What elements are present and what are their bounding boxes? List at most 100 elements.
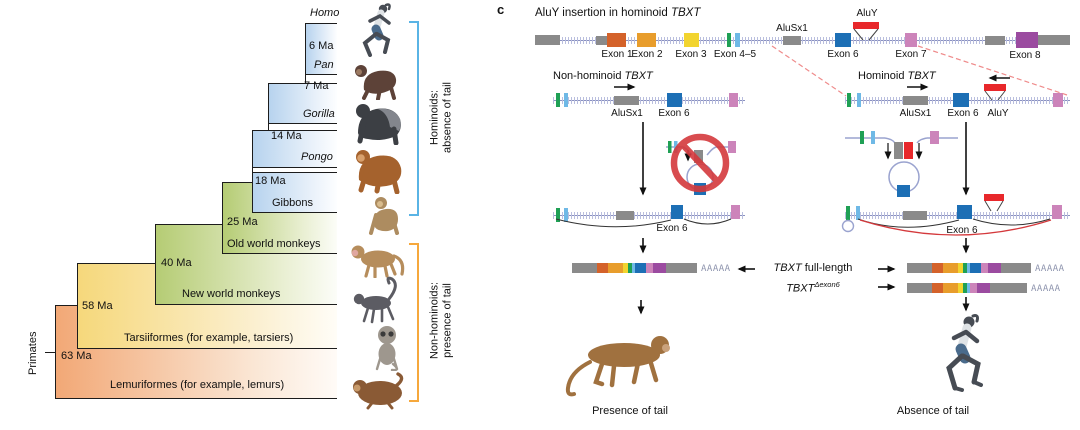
non-hominoids-label-line2: presence of tail: [441, 283, 453, 358]
exon4-5-label: Exon 4–5: [713, 49, 757, 60]
exon7-label: Exon 7: [895, 49, 927, 60]
monkey-with-tail-icon: [565, 336, 670, 397]
exon3-label: Exon 3: [675, 49, 707, 60]
exon4-box: [727, 33, 731, 47]
exon7-tick: [731, 205, 740, 219]
alusx1-box: [616, 211, 634, 220]
alusx1-label-hominoid: AluSx1: [899, 108, 932, 119]
clade-box-pongo: [252, 130, 337, 168]
hominoids-label-line2: absence of tail: [441, 82, 453, 153]
tbxt-full-length-label: TBXT full-length: [758, 262, 868, 274]
clade-box-homo-pan: [305, 23, 337, 75]
taxon-label-gorilla: Gorilla: [303, 108, 335, 120]
exon6-box-nonhominoid: [667, 93, 682, 107]
gorilla-icon: [356, 104, 401, 145]
tbxt-gene-name: TBXT: [773, 262, 802, 274]
exon4-tick: [556, 208, 560, 222]
exon5-box: [735, 33, 740, 47]
panel-c-title: AluY insertion in hominoid TBXT: [535, 7, 700, 19]
tree-stem: [252, 166, 254, 172]
exon3-box: [684, 33, 699, 47]
exon5-tick: [564, 208, 568, 222]
tree-stem: [268, 122, 270, 130]
mrna-label-arrows: [737, 265, 896, 291]
exon7-tick: [1053, 93, 1063, 107]
panel-c-connectors: [555, 22, 1068, 315]
taxon-label-pongo: Pongo: [301, 151, 333, 163]
hominoids-bracket: [409, 21, 419, 216]
hominoids-label-line1: Hominoids:: [428, 89, 441, 146]
time-label: 25 Ma: [227, 216, 258, 228]
exon6-box-main: [835, 33, 851, 47]
aluy-label-hominoid: AluY: [987, 108, 1009, 119]
alusx1-label-nonhominoid: AluSx1: [611, 108, 643, 119]
human-runner-icon-2: [946, 314, 983, 392]
premrna-track-nonhominoid: [553, 212, 745, 219]
exon4-tick: [556, 93, 560, 107]
mrna-bar-delta-exon6: [907, 283, 1027, 293]
exon5-tick: [564, 93, 568, 107]
mrna-bar-full-length-right: [907, 263, 1031, 273]
flow-arrows: [637, 122, 970, 315]
time-label: 18 Ma: [255, 175, 286, 187]
utr-bar-right: [1038, 35, 1070, 45]
taxon-label-homo: Homo: [310, 7, 340, 19]
no-loop-diagram: [666, 133, 736, 195]
hominoid-title-text: Hominoid: [858, 70, 908, 82]
non-hominoids-bracket-label: Non-hominoids: presence of tail: [429, 261, 454, 381]
hominoids-bracket-label: Hominoids: absence of tail: [429, 58, 454, 178]
alusx1-box-nonhominoid: [614, 96, 639, 105]
utr-bar-left: [535, 35, 560, 45]
panel-label-c: c: [497, 2, 505, 17]
alusx1-box: [903, 211, 927, 220]
polya-tail: AAAAA: [1031, 284, 1061, 294]
exon6-skipping-arc: [859, 219, 1052, 236]
exon6-box: [957, 205, 972, 219]
chimpanzee-icon: [355, 65, 397, 100]
exon8-box: [1016, 32, 1038, 48]
non-hominoid-title-text: Non-hominoid: [553, 70, 625, 82]
delta-exon6-superscript: Δexon6: [814, 280, 840, 289]
exon6-box: [671, 205, 683, 219]
polya-tail: AAAAA: [1035, 264, 1065, 274]
exon2-box: [637, 33, 656, 47]
exon4-tick: [847, 93, 851, 107]
spider-monkey-icon: [353, 276, 397, 324]
gray-element: [985, 36, 1005, 45]
prohibition-icon: [670, 133, 730, 193]
exon6-label-splice-right: Exon 6: [946, 225, 978, 236]
taxon-label-lemuriformes: Lemuriformes (for example, lemurs): [110, 379, 285, 391]
taxon-label-pan: Pan: [314, 59, 334, 71]
alusx1-label-main: AluSx1: [776, 23, 808, 34]
primates-root-label: Primates: [26, 331, 39, 375]
tarsier-icon: [375, 326, 399, 371]
clade-box-gibbons: [252, 172, 337, 213]
taxon-label-gibbons: Gibbons: [272, 197, 313, 209]
alusx1-box-main: [783, 36, 801, 45]
exon5-tick: [856, 206, 860, 220]
panel-c-title-text: AluY insertion in hominoid: [535, 7, 671, 19]
orangutan-icon: [356, 150, 402, 194]
transcription-arrows: [614, 74, 1010, 91]
exon8-label: Exon 8: [1009, 50, 1041, 61]
tbxt-gene-name: TBXT: [786, 282, 815, 295]
time-label: 63 Ma: [61, 350, 92, 362]
splicing-arcs: [555, 218, 1052, 236]
alu-pairing-loop-diagram: [845, 131, 958, 197]
polya-tail: AAAAA: [701, 264, 731, 274]
non-hominoid-title-gene: TBXT: [624, 70, 653, 82]
time-label: 6 Ma: [309, 40, 334, 52]
exon6-label-hominoid: Exon 6: [947, 108, 979, 119]
taxon-label-old-world-monkeys: Old world monkeys: [227, 238, 321, 250]
alusx1-box-hominoid: [903, 96, 928, 105]
taxon-label-tarsiiformes: Tarsiiformes (for example, tarsiers): [124, 332, 294, 344]
hominoid-title-gene: TBXT: [907, 70, 936, 82]
gene-track-main: [535, 37, 1070, 44]
exon4-tick: [846, 206, 850, 220]
time-label: 7 Ma: [304, 80, 329, 92]
tree-stem: [305, 73, 307, 83]
time-label: 58 Ma: [82, 300, 113, 312]
absence-of-tail-label: Absence of tail: [896, 405, 970, 417]
gray-element: [596, 36, 609, 45]
